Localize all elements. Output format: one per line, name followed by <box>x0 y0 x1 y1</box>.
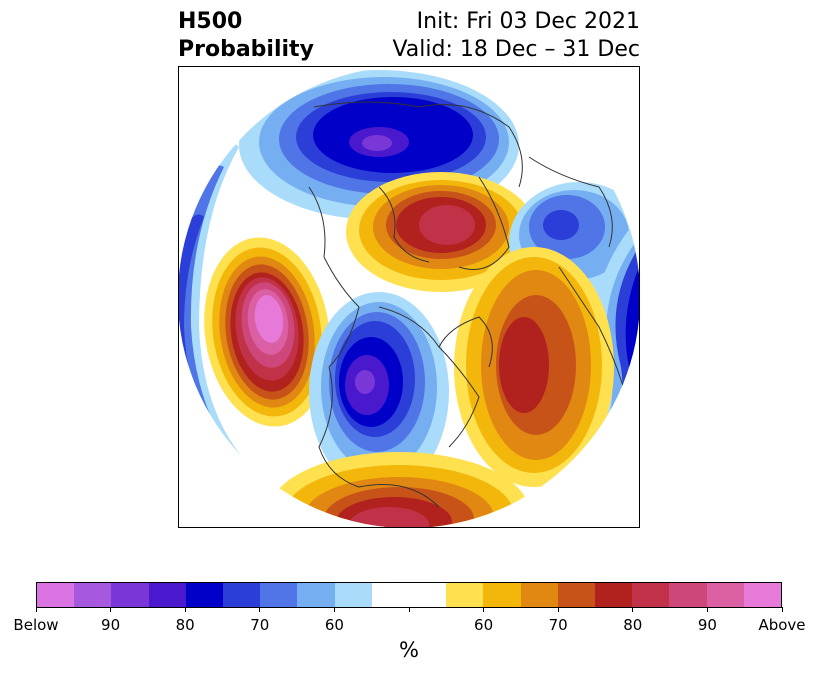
colorbar-segment <box>297 583 335 607</box>
anomaly-siberia <box>239 70 519 220</box>
colorbar-tick <box>706 607 708 612</box>
colorbar-segment <box>223 583 261 607</box>
colorbar-tick <box>632 607 634 612</box>
colorbar-segment <box>111 583 149 607</box>
valid-range: Valid: 18 Dec – 31 Dec <box>392 37 640 62</box>
colorbar-segment <box>371 583 410 607</box>
colorbar-tick-label: Below <box>13 616 59 634</box>
title-quantity: Probability <box>178 37 314 62</box>
coastlines <box>308 101 630 508</box>
anomaly-greenland <box>346 172 536 292</box>
map-canvas <box>179 67 639 527</box>
colorbar-segment <box>669 583 707 607</box>
colorbar-tick-label: 60 <box>324 616 344 634</box>
colorbar-tick <box>557 607 559 612</box>
colorbar-tick-label: 70 <box>250 616 270 634</box>
colorbar-tick <box>408 607 410 612</box>
colorbar-tick <box>184 607 186 612</box>
colorbar-tick-label: 60 <box>474 616 494 634</box>
colorbar-tick <box>333 607 335 612</box>
colorbar-segment <box>37 583 75 607</box>
colorbar-tick-label: 90 <box>697 616 717 634</box>
colorbar-segment <box>260 583 298 607</box>
probability-map <box>178 66 640 528</box>
colorbar-segment <box>409 583 447 607</box>
colorbar-tick <box>781 607 783 612</box>
colorbar-unit: % <box>399 638 419 662</box>
colorbar-tick-label: 90 <box>101 616 121 634</box>
title-variable: H500 <box>178 9 243 34</box>
colorbar-segment <box>632 583 670 607</box>
colorbar-tick-label: 80 <box>623 616 643 634</box>
colorbar-segment <box>334 583 372 607</box>
colorbar-tick <box>259 607 261 612</box>
anomaly-north-pacific <box>204 237 330 427</box>
anomaly-southern-us <box>269 452 529 527</box>
colorbar-segment <box>557 583 596 607</box>
colorbar-segment <box>483 583 521 607</box>
chart-title-right: Init: Fri 03 Dec 2021 Valid: 18 Dec – 31… <box>392 8 640 64</box>
colorbar-segment <box>743 583 782 607</box>
colorbar-tick-label: 80 <box>175 616 195 634</box>
colorbar-tick <box>35 607 37 612</box>
colorbar <box>36 582 782 608</box>
colorbar-segment <box>148 583 186 607</box>
colorbar-segment <box>595 583 633 607</box>
colorbar-segment <box>74 583 112 607</box>
colorbar-tick-label: Above <box>758 616 806 634</box>
anomaly-western-north-america <box>309 292 449 492</box>
colorbar-segment <box>185 583 224 607</box>
colorbar-segment <box>446 583 484 607</box>
anomaly-north-atlantic <box>454 247 614 487</box>
chart-title-left: H500 Probability <box>178 8 314 64</box>
init-date: Init: Fri 03 Dec 2021 <box>416 9 640 34</box>
colorbar-segment <box>520 583 558 607</box>
colorbar-tick-label: 70 <box>548 616 568 634</box>
colorbar-tick <box>110 607 112 612</box>
colorbar-tick <box>483 607 485 612</box>
colorbar-segment <box>706 583 744 607</box>
